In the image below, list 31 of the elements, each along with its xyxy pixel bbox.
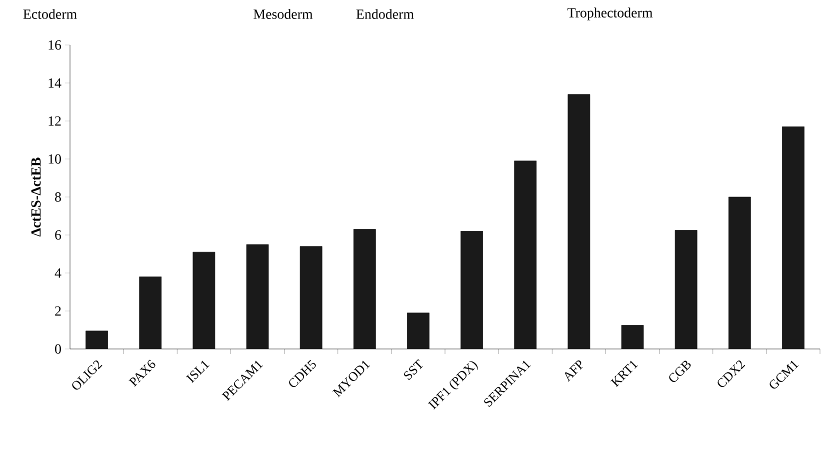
x-tick-label: CGB bbox=[669, 360, 691, 382]
y-tick-label: 10 bbox=[48, 154, 61, 164]
bar bbox=[568, 94, 590, 349]
y-tick-label: 6 bbox=[55, 230, 62, 240]
bar bbox=[86, 330, 108, 349]
bar bbox=[353, 229, 376, 349]
bar bbox=[621, 325, 644, 349]
bar bbox=[246, 244, 269, 349]
x-tick-label: AFP bbox=[564, 360, 583, 382]
bar bbox=[300, 246, 322, 349]
bar bbox=[782, 126, 804, 349]
text: Endoderm bbox=[356, 9, 414, 19]
y-tick-label: 2 bbox=[55, 306, 61, 316]
text: Mesoderm bbox=[254, 9, 313, 19]
y-tick-label: 8 bbox=[55, 192, 61, 202]
bar bbox=[514, 160, 537, 349]
bar bbox=[728, 196, 751, 349]
y-axis-title: ΔctES-ΔctEB bbox=[31, 158, 41, 237]
y-tick-label: 16 bbox=[48, 40, 62, 50]
text: Trophectoderm bbox=[568, 8, 653, 20]
y-tick-label: 4 bbox=[54, 268, 62, 278]
text: Ectoderm bbox=[23, 9, 77, 19]
bar bbox=[139, 276, 162, 349]
x-tick-label: SST bbox=[404, 359, 423, 380]
y-tick-label: 12 bbox=[48, 116, 61, 126]
bar bbox=[674, 230, 698, 349]
bar bbox=[407, 312, 430, 349]
y-tick-label: 14 bbox=[48, 78, 62, 88]
bar bbox=[460, 230, 483, 349]
bar bbox=[192, 252, 216, 349]
y-tick-label: 0 bbox=[55, 344, 61, 354]
